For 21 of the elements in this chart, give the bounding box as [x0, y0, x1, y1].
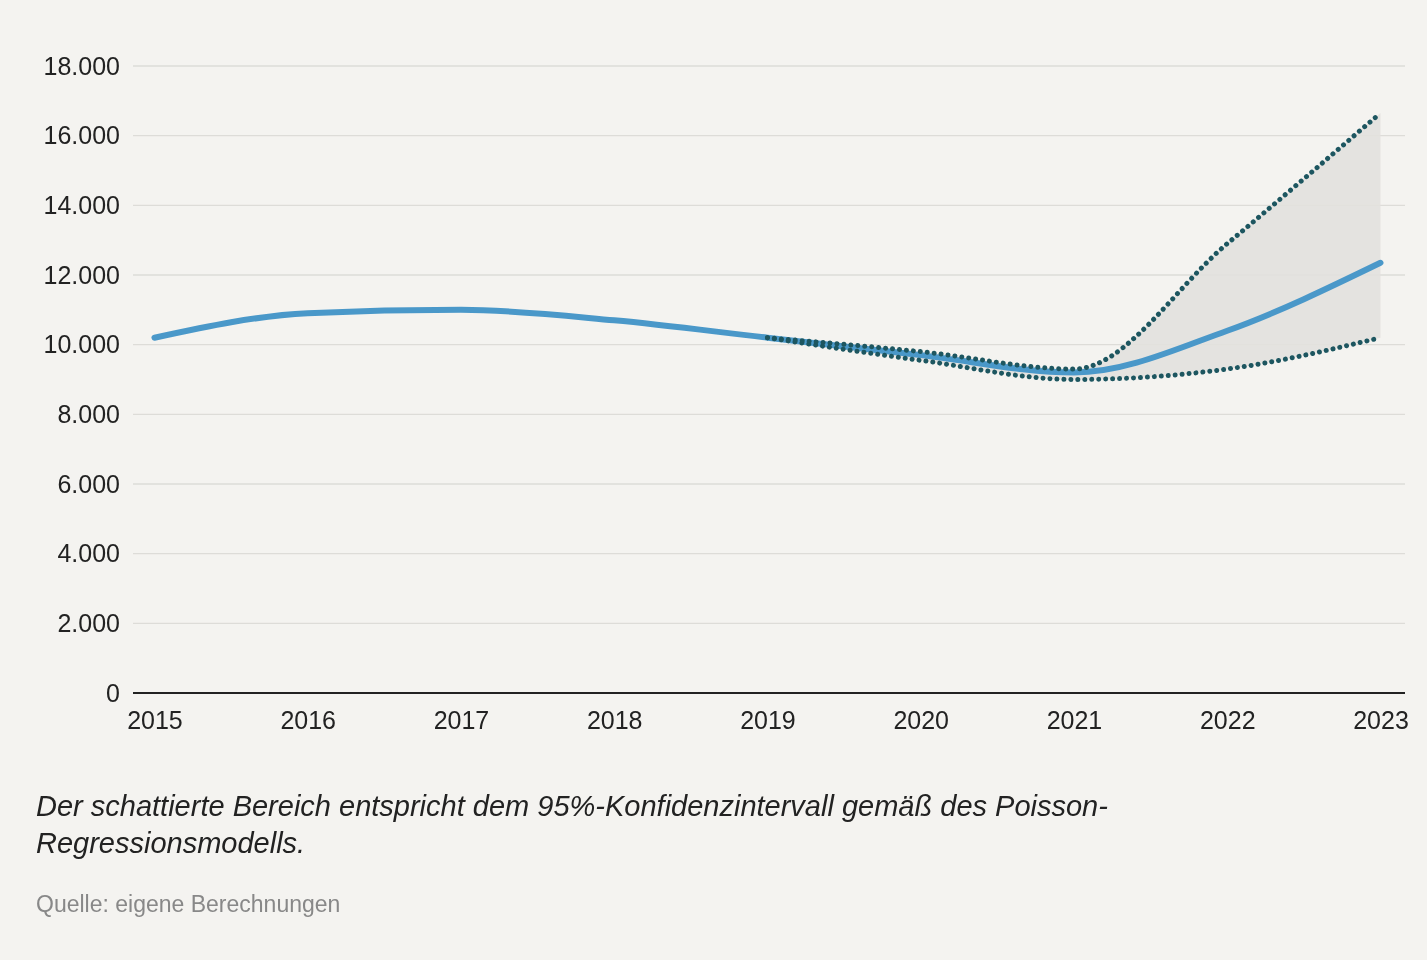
x-tick-label: 2022: [1199, 705, 1256, 734]
x-tick-label: 2019: [740, 705, 796, 734]
y-tick-label: 6.000: [57, 469, 120, 498]
x-tick-label: 2017: [433, 705, 490, 734]
y-tick-label: 12.000: [43, 260, 120, 289]
x-tick-label: 2020: [893, 705, 950, 734]
y-tick-label: 8.000: [57, 399, 120, 428]
x-tick-label: 2018: [586, 705, 643, 734]
y-tick-label: 2.000: [57, 608, 120, 637]
y-tick-label: 14.000: [43, 190, 120, 219]
y-tick-label: 16.000: [43, 121, 120, 150]
text: Der schattierte Bereich entspricht dem 95%-Konfidenzintervall gemäß des Poisson-Regressionsmodells.: [36, 789, 1109, 861]
x-tick-label: 2021: [1046, 705, 1103, 734]
y-tick-label: 18.000: [43, 51, 120, 80]
y-tick-label: 10.000: [43, 330, 120, 359]
y-tick-label: 0: [106, 678, 120, 707]
y-tick-label: 4.000: [57, 539, 120, 568]
source-note: Quelle: eigene Berechnungen: [36, 891, 341, 917]
x-tick-label: 2016: [280, 705, 337, 734]
x-tick-label: 2015: [127, 705, 183, 734]
x-tick-label: 2023: [1353, 705, 1409, 734]
